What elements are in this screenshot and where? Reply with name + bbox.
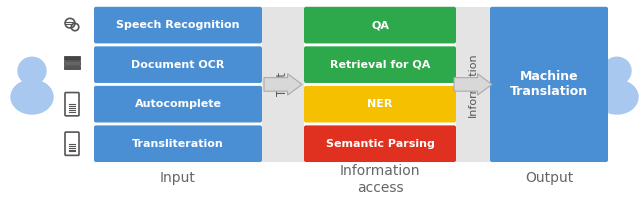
Ellipse shape (596, 80, 638, 114)
Text: Information: Information (468, 52, 478, 117)
Bar (64, 56, 80, 60)
Text: Information
access: Information access (340, 164, 420, 195)
Text: Machine
Translation: Machine Translation (510, 70, 588, 98)
Bar (64, 61, 80, 65)
FancyBboxPatch shape (94, 86, 262, 123)
Text: Semantic Parsing: Semantic Parsing (326, 139, 435, 149)
Text: Speech Recognition: Speech Recognition (116, 20, 240, 30)
FancyBboxPatch shape (490, 7, 608, 162)
Circle shape (18, 57, 46, 84)
Polygon shape (454, 74, 492, 95)
Ellipse shape (11, 80, 53, 114)
FancyBboxPatch shape (304, 125, 456, 162)
Bar (64, 66, 80, 70)
Text: Input: Input (160, 171, 196, 185)
FancyBboxPatch shape (94, 125, 262, 162)
Bar (456, 7, 490, 162)
Text: NER: NER (367, 99, 393, 109)
Text: Output: Output (525, 171, 573, 185)
Text: Document OCR: Document OCR (131, 60, 225, 70)
FancyBboxPatch shape (94, 46, 262, 83)
Text: Transliteration: Transliteration (132, 139, 224, 149)
FancyBboxPatch shape (304, 86, 456, 123)
Polygon shape (264, 74, 302, 95)
Bar (262, 7, 304, 162)
Text: Text: Text (276, 72, 289, 96)
Text: QA: QA (371, 20, 389, 30)
FancyBboxPatch shape (94, 7, 262, 43)
Text: Retrieval for QA: Retrieval for QA (330, 60, 430, 70)
Text: Autocomplete: Autocomplete (134, 99, 221, 109)
Circle shape (603, 57, 631, 84)
FancyBboxPatch shape (304, 7, 456, 43)
FancyBboxPatch shape (304, 46, 456, 83)
